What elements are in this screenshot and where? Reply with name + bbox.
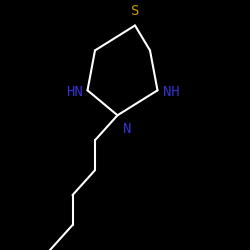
Text: N: N [122, 122, 131, 136]
Text: S: S [131, 4, 139, 18]
Text: HN: HN [66, 84, 82, 98]
Text: NH: NH [162, 84, 179, 98]
